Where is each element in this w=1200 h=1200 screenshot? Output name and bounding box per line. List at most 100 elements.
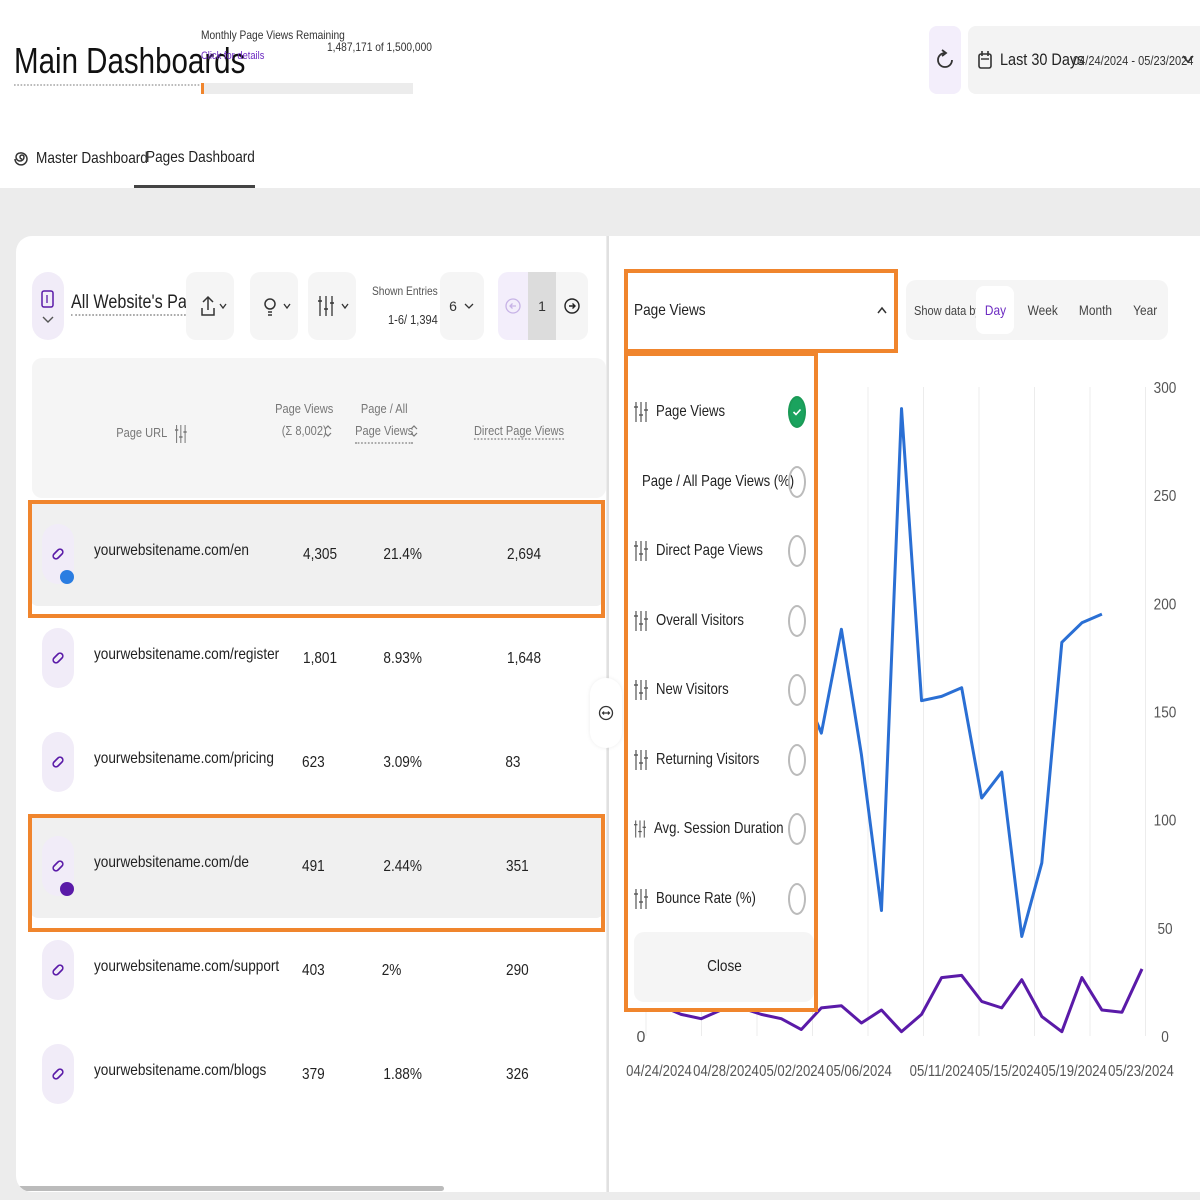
sliders-icon (634, 610, 648, 631)
sliders-icon (174, 424, 187, 443)
date-range-picker[interactable]: Last 30 Days 04/24/2024 - 05/23/2024 (968, 26, 1200, 94)
metric-option[interactable]: Returning Visitors (634, 730, 812, 790)
chevron-down-icon (464, 303, 474, 309)
refresh-icon (937, 49, 953, 68)
sliders-icon (634, 680, 648, 700)
spiral-icon (14, 152, 28, 166)
metric-radio[interactable] (788, 465, 806, 498)
metric-radio[interactable] (788, 813, 806, 845)
metric-option[interactable]: Page / All Page Views (%) (634, 452, 812, 512)
next-page-button[interactable] (556, 272, 588, 340)
metric-radio[interactable] (788, 674, 806, 706)
y-tick-label: 0 (1161, 1029, 1169, 1046)
sort-icon[interactable] (410, 424, 418, 438)
current-page-number: 1 (538, 298, 546, 314)
x-tick-label: 04/24/2024 (626, 1063, 692, 1080)
metric-radio[interactable] (788, 882, 806, 915)
header: Main Dashboards Monthly Page Views Remai… (0, 0, 1200, 120)
arrow-left-icon (505, 298, 521, 314)
chevron-up-icon (877, 306, 887, 314)
period-month[interactable]: Month (1076, 286, 1114, 334)
show-data-by-label: Show data by: (914, 303, 985, 318)
page-pct-cell: 3.09% (383, 754, 422, 771)
table-row[interactable]: yourwebsitename.com/blogs 379 1.88% 326 (30, 1022, 604, 1126)
tab-master-dashboard[interactable]: Master Dashboard (14, 130, 168, 188)
series-color-dot (60, 570, 74, 584)
metric-option[interactable]: Direct Page Views (634, 521, 812, 581)
x-tick-label: 05/06/2024 (826, 1063, 892, 1080)
horizontal-scrollbar[interactable] (16, 1186, 444, 1191)
page-url[interactable]: yourwebsitename.com/en (94, 542, 249, 559)
link-icon (52, 1068, 64, 1080)
page-link-button[interactable] (42, 732, 74, 792)
y-tick-label: 250 (1154, 488, 1177, 505)
page-link-button[interactable] (42, 1044, 74, 1104)
page-url[interactable]: yourwebsitename.com/blogs (94, 1062, 267, 1079)
resize-icon (598, 705, 614, 721)
page-views-cell: 379 (302, 1066, 325, 1083)
direct-views-cell: 326 (506, 1066, 529, 1083)
page-link-button[interactable] (42, 628, 74, 688)
link-icon (52, 652, 64, 664)
column-label: Direct Page Views (473, 423, 565, 440)
period-label: Month (1078, 302, 1112, 318)
table-row[interactable]: yourwebsitename.com/pricing 623 3.09% 83 (30, 710, 604, 814)
column-sum: (Σ 8,002) (281, 423, 327, 439)
table-row[interactable]: yourwebsitename.com/de 491 2.44% 351 (30, 814, 604, 918)
metric-option[interactable]: New Visitors (634, 660, 812, 720)
period-label: Week (1027, 302, 1059, 318)
export-button[interactable] (186, 272, 234, 340)
page-group-title[interactable]: All Website's Pages (71, 292, 213, 316)
metric-option[interactable]: Overall Visitors (634, 591, 812, 651)
period-year[interactable]: Year (1126, 286, 1164, 334)
column-header-page-all[interactable]: Page / All Page Views (355, 398, 414, 445)
metric-dropdown[interactable]: Page Views (624, 269, 898, 353)
close-label: Close (706, 958, 742, 975)
page-url[interactable]: yourwebsitename.com/support (94, 958, 280, 975)
metric-option[interactable]: Avg. Session Duration (634, 799, 812, 859)
metric-radio[interactable] (788, 396, 806, 428)
column-filter-button[interactable] (308, 272, 356, 340)
metric-radio[interactable] (788, 604, 806, 637)
metric-option-label: Page Views (656, 403, 726, 420)
metric-radio[interactable] (788, 743, 806, 776)
metric-radio[interactable] (788, 535, 806, 567)
period-week[interactable]: Week (1024, 286, 1062, 334)
metric-option[interactable]: Page Views (634, 382, 812, 442)
check-icon (792, 408, 802, 416)
column-header-direct[interactable]: Direct Page Views (473, 420, 565, 442)
prev-page-button[interactable] (498, 272, 528, 340)
table-header: Page URL Page Views (Σ 8,002) Page / All… (32, 358, 606, 498)
shown-entries-label: Shown Entries (372, 284, 438, 298)
metric-option[interactable]: Bounce Rate (%) (634, 869, 812, 929)
column-header-url[interactable]: Page URL (116, 422, 187, 444)
page-group-selector[interactable] (32, 272, 64, 340)
quota-widget: Monthly Page Views Remaining Click for d… (201, 28, 432, 94)
tab-pages-dashboard[interactable]: Pages Dashboard (134, 130, 255, 188)
page-url[interactable]: yourwebsitename.com/pricing (94, 750, 274, 767)
direct-views-cell: 83 (505, 754, 521, 771)
period-day[interactable]: Day (976, 286, 1014, 334)
page-link-button[interactable] (42, 940, 74, 1000)
page-link-button[interactable] (42, 836, 74, 896)
page-url[interactable]: yourwebsitename.com/register (94, 646, 280, 663)
page-url[interactable]: yourwebsitename.com/de (94, 854, 249, 871)
segment-filter-button[interactable] (250, 272, 298, 340)
page-pct-cell: 8.93% (383, 650, 422, 667)
entries-per-page-select[interactable]: 6 (440, 272, 484, 340)
table-row[interactable]: yourwebsitename.com/en 4,305 21.4% 2,694 (30, 502, 604, 606)
panel-resize-handle[interactable] (590, 678, 622, 748)
current-page[interactable]: 1 (528, 272, 556, 340)
page-pct-cell: 1.88% (383, 1066, 422, 1083)
close-button[interactable]: Close (634, 932, 814, 1002)
show-data-by: Show data by: Day Week Month Year (906, 280, 1168, 340)
table-row[interactable]: yourwebsitename.com/support 403 2% 290 (30, 918, 604, 1022)
quota-details-link[interactable]: Click for details (201, 50, 265, 62)
table-row[interactable]: yourwebsitename.com/register 1,801 8.93% 1,… (30, 606, 604, 710)
x-tick-label: 05/19/2024 (1041, 1063, 1107, 1080)
column-label: Page URL (116, 425, 167, 440)
calendar-icon (978, 51, 992, 69)
sort-icon[interactable] (324, 424, 332, 438)
refresh-button[interactable] (929, 26, 961, 94)
column-header-page-views[interactable]: Page Views (Σ 8,002) (275, 398, 333, 442)
